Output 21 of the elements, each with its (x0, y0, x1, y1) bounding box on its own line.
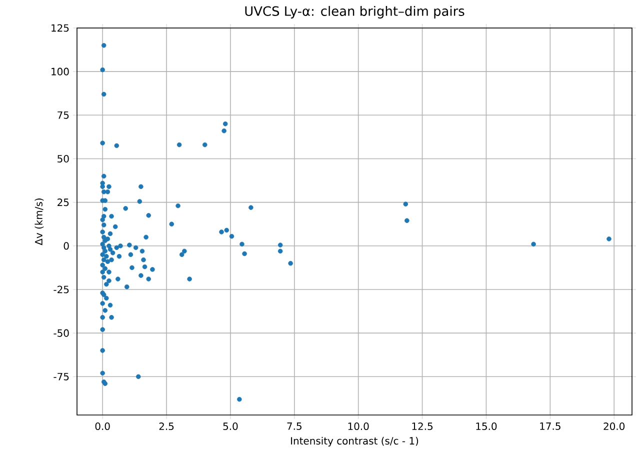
y-tick-label: 100 (52, 68, 69, 76)
y-tick-label: 75 (58, 111, 69, 119)
x-tick-label: 12.5 (412, 422, 432, 430)
x-tick-label: 0.0 (95, 422, 110, 430)
x-tick-label: 20.0 (604, 422, 625, 430)
chart-title: UVCS Ly-α: clean bright–dim pairs (245, 6, 464, 18)
y-tick-label: -25 (54, 286, 69, 294)
x-tick-label: 15.0 (476, 422, 497, 430)
y-axis-title: Δv (km/s) (34, 198, 44, 246)
x-tick-label: 7.5 (287, 422, 302, 430)
y-tick-label: -75 (54, 372, 69, 380)
y-tick-label: 50 (58, 154, 69, 163)
x-axis-title: Intensity contrast (s/c - 1) (291, 436, 418, 447)
y-tick-label: 125 (52, 24, 69, 32)
y-tick-label: 0 (64, 242, 69, 250)
y-tick-label: 25 (58, 198, 69, 206)
x-tick-label: 2.5 (159, 422, 174, 430)
x-tick-label: 5.0 (223, 422, 238, 430)
x-tick-label: 10.0 (348, 422, 369, 430)
y-tick-label: -50 (54, 329, 69, 337)
x-tick-label: 17.5 (540, 422, 560, 430)
